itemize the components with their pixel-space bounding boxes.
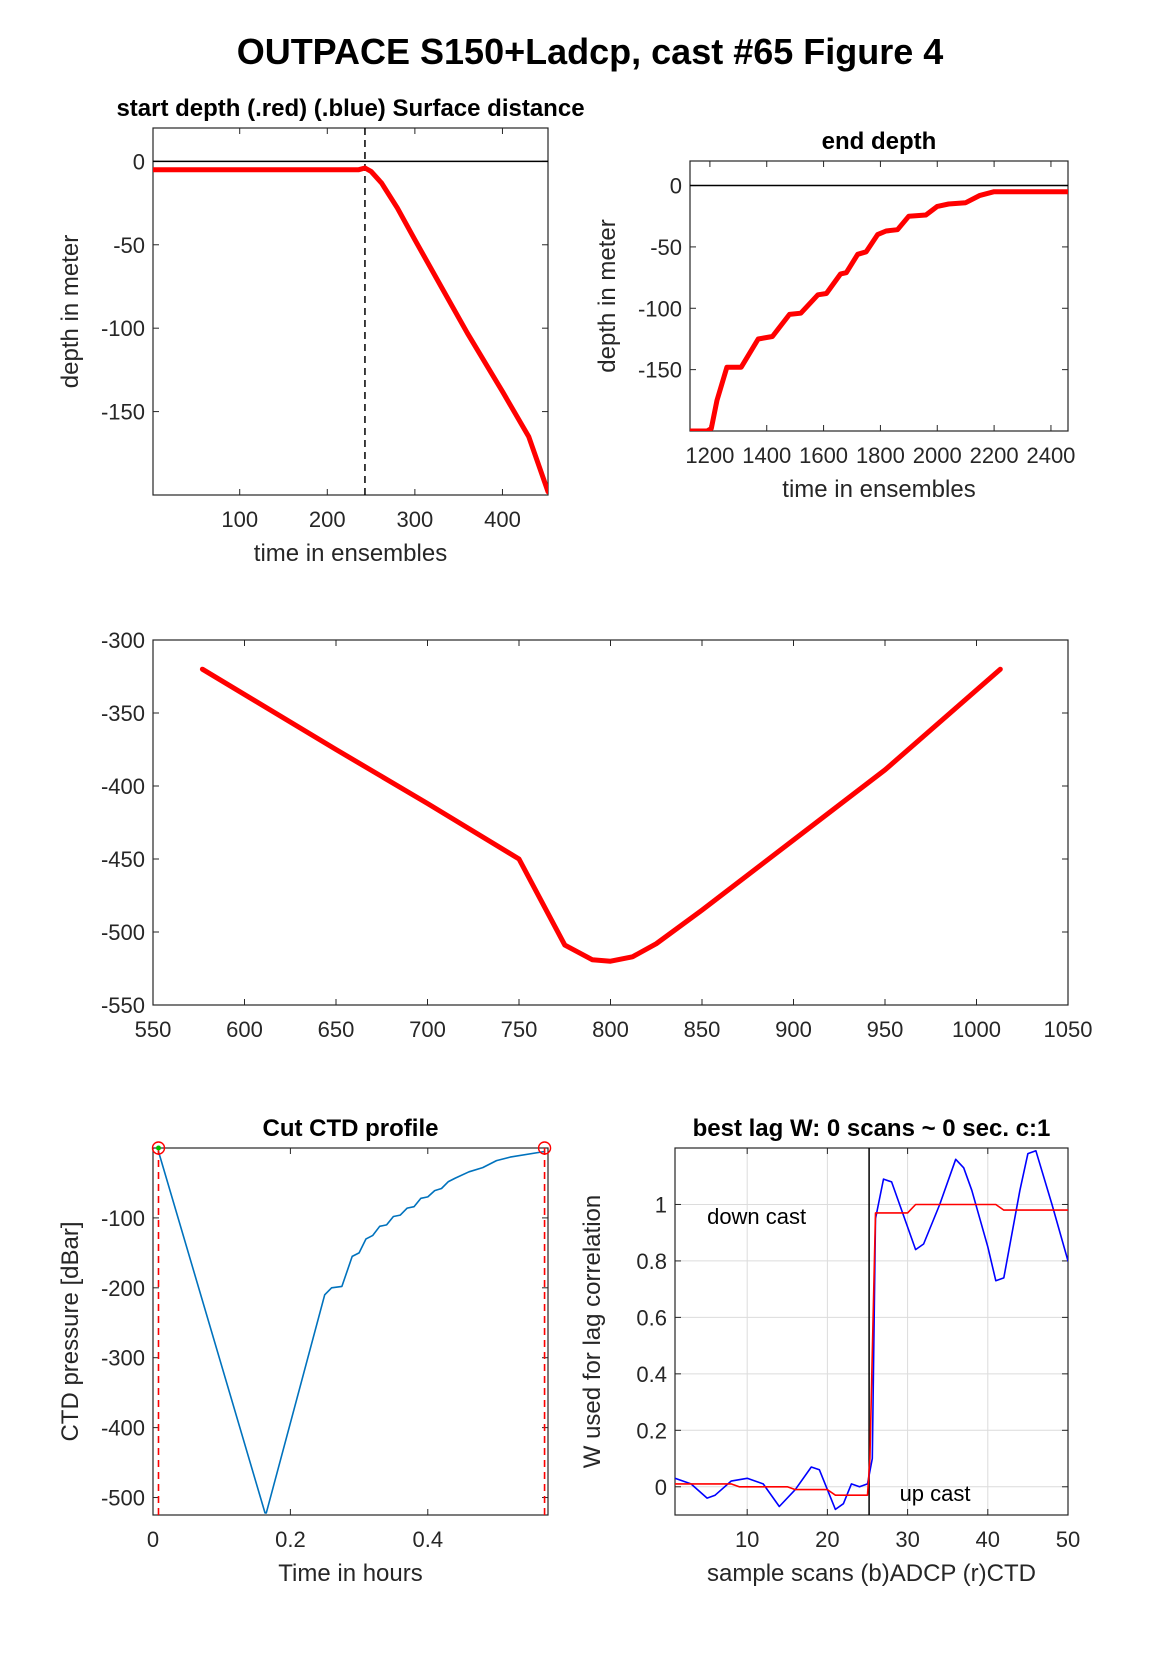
x-tick-label: 1200 [685,443,734,468]
y-tick-label: -350 [101,701,145,726]
x-tick-label: 650 [318,1017,355,1042]
y-tick-label: -50 [113,233,145,258]
y-axis-label: CTD pressure [dBar] [57,1221,84,1441]
x-tick-label: 700 [409,1017,446,1042]
y-tick-label: -100 [101,1206,145,1231]
y-tick-label: -500 [101,1486,145,1511]
axes-frame [152,1147,549,1516]
x-tick-label: 1050 [1044,1017,1093,1042]
x-axis-label: time in ensembles [782,476,975,503]
x-tick-label: 900 [775,1017,812,1042]
x-tick-label: 40 [976,1527,1000,1552]
plot-area-best_lag [675,1148,1068,1515]
subplot-end_depth: 1200 1400 1600 1800 2000 2200 2400 0 -50 -100 -150… [594,128,1075,503]
y-tick-label: -100 [101,316,145,341]
x-tick-label: 950 [867,1017,904,1042]
x-tick-label: 0 [147,1527,159,1552]
y-tick-label: -550 [101,993,145,1018]
plot-area-cut_ctd [157,1150,546,1514]
x-axis-label: sample scans (b)ADCP (r)CTD [707,1560,1036,1587]
series-line-0 [157,1150,546,1514]
y-tick-label: 0.2 [636,1418,667,1443]
y-tick-label: -300 [101,1346,145,1371]
axes-frame [689,160,1069,432]
x-axis-label: time in ensembles [254,540,447,567]
cut-marker [537,1141,552,1155]
x-tick-label: 0.4 [412,1527,443,1552]
annotation-up-cast: up cast [900,1481,971,1506]
y-tick-label: 0.8 [636,1249,667,1274]
y-tick-label: -150 [638,358,682,383]
subplot-start_depth: 100 200 300 400 0 -50 -100 -150 start depth (.re… [57,95,585,567]
series-line-0 [199,666,1003,964]
plot-area-depth_profile [199,666,1003,964]
plot-area-start_depth [153,128,548,495]
x-tick-label: 20 [815,1527,839,1552]
y-tick-label: -50 [650,235,682,260]
x-tick-label: 600 [226,1017,263,1042]
y-axis-label: depth in meter [57,235,84,388]
y-tick-label: -150 [101,400,145,425]
series-line-0 [690,189,1068,431]
y-tick-label: 0.4 [636,1362,667,1387]
series-line-1 [675,1203,1068,1496]
y-tick-label: -400 [101,774,145,799]
x-tick-label: 2200 [970,443,1019,468]
axes-frame [674,1147,1069,1516]
x-tick-label: 1400 [742,443,791,468]
x-tick-label: 1600 [799,443,848,468]
annotation-down-cast: down cast [707,1204,806,1229]
y-tick-label: -100 [638,296,682,321]
start-marker [155,1145,161,1151]
y-tick-label: 0.6 [636,1305,667,1330]
subplot-best_lag: 10 20 30 40 50 1 0.8 0.6 0.4 0.2 0 down cast up cast… [579,1115,1080,1587]
x-tick-label: 2400 [1026,443,1075,468]
axes-frame [152,639,1069,1006]
subplot-title: start depth (.red) (.blue) Surface dista… [116,95,584,122]
subplot-title: Cut CTD profile [263,1115,439,1142]
y-axis-label: depth in meter [594,219,621,372]
x-tick-label: 850 [684,1017,721,1042]
x-tick-label: 10 [735,1527,759,1552]
y-tick-label: -200 [101,1276,145,1301]
axes-frame [152,127,549,496]
y-tick-label: -500 [101,920,145,945]
x-tick-label: 1000 [952,1017,1001,1042]
figure-title: OUTPACE S150+Ladcp, cast #65 Figure 4 [237,31,944,72]
x-tick-label: 50 [1056,1527,1080,1552]
x-tick-label: 30 [895,1527,919,1552]
x-tick-label: 1800 [856,443,905,468]
y-tick-label: -300 [101,628,145,653]
subplot-title: best lag W: 0 scans ~ 0 sec. c:1 [693,1115,1051,1142]
x-tick-label: 750 [501,1017,538,1042]
y-tick-label: 0 [133,149,145,174]
y-tick-label: 0 [670,174,682,199]
subplot-title: end depth [822,128,937,155]
subplot-cut_ctd: 0 0.2 0.4 -100 -200 -300 -400 -500 Cut CTD profi… [57,1115,552,1587]
series-line-0 [153,165,548,495]
x-tick-label: 800 [592,1017,629,1042]
cut-marker [151,1141,166,1155]
x-tick-label: 400 [484,507,521,532]
x-tick-label: 0.2 [275,1527,306,1552]
x-tick-label: 200 [309,507,346,532]
y-axis-label: W used for lag correlation [579,1195,606,1468]
subplot-depth_profile: 550 600 650 700 750 800 850 900 950 1000 1050 -300 -… [101,628,1093,1042]
x-axis-label: Time in hours [278,1560,423,1587]
y-tick-label: 1 [655,1192,667,1217]
y-tick-label: -400 [101,1416,145,1441]
x-tick-label: 550 [135,1017,172,1042]
y-tick-label: 0 [655,1475,667,1500]
x-tick-label: 100 [221,507,258,532]
y-tick-label: -450 [101,847,145,872]
x-tick-label: 2000 [913,443,962,468]
x-tick-label: 300 [397,507,434,532]
plot-area-end_depth [690,184,1068,431]
